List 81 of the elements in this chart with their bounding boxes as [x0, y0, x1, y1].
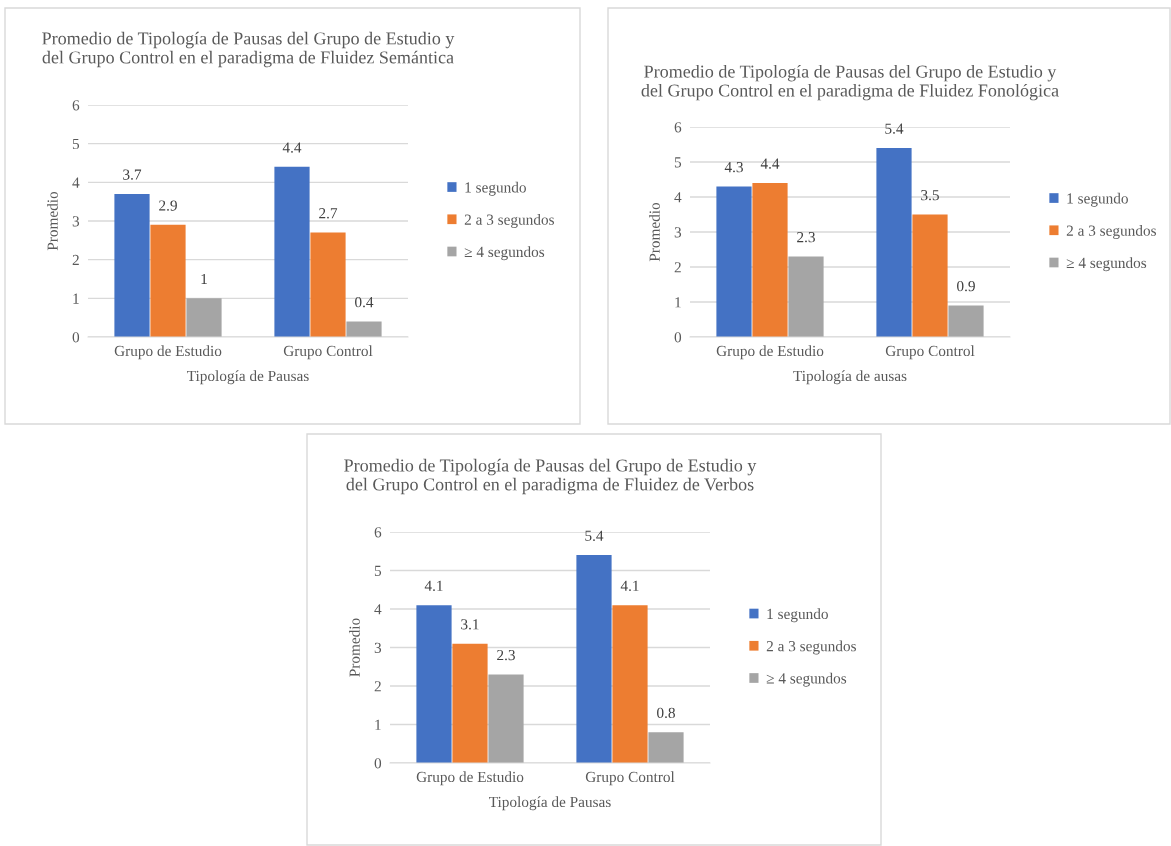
bar [274, 166, 310, 337]
y-tick-label: 4 [674, 192, 682, 203]
y-axis-title: Promedio [649, 202, 660, 262]
bar [576, 555, 612, 763]
x-tick-label: Grupo Control [885, 345, 975, 360]
y-tick-label: 0 [72, 332, 80, 343]
data-label: 0.8 [657, 707, 675, 719]
y-tick-label: 5 [374, 565, 382, 576]
bar [948, 305, 984, 337]
y-tick-label: 3 [374, 642, 382, 653]
bar [150, 224, 186, 337]
bar [788, 256, 824, 337]
bar [346, 321, 382, 337]
y-tick-label: 6 [674, 122, 682, 133]
bar [716, 186, 752, 337]
legend-label: 2 a 3 segundos [464, 214, 554, 228]
legend-label: 2 a 3 segundos [766, 640, 856, 655]
y-axis-title: Promedio [47, 191, 58, 251]
x-tick-label: Grupo Control [585, 771, 675, 786]
y-tick-label: 3 [72, 216, 80, 227]
y-tick-label: 0 [674, 332, 682, 343]
data-label: 4.3 [724, 162, 743, 173]
x-axis-title: Tipología de Pausas [187, 370, 309, 385]
data-label: 5.4 [885, 123, 904, 134]
y-tick-label: 2 [674, 262, 681, 273]
data-label: 2.3 [797, 232, 815, 243]
legend-label: ≥ 4 segundos [464, 246, 545, 261]
bar [186, 298, 222, 337]
bar [876, 148, 912, 337]
data-label: 4.1 [620, 580, 639, 591]
data-label: 2.3 [497, 649, 515, 661]
y-tick-label: 6 [374, 527, 382, 538]
x-tick-label: Grupo Control [283, 345, 373, 360]
data-label: 3.1 [461, 619, 479, 630]
data-label: 0.9 [957, 280, 975, 292]
bar [612, 605, 648, 763]
y-tick-label: 5 [72, 138, 80, 150]
bar [416, 605, 452, 763]
legend-label: 1 segundo [465, 181, 526, 196]
x-axis-title: Tipología de Pausas [489, 796, 611, 811]
x-tick-label: Grupo de Estudio [416, 771, 524, 786]
legend-label: ≥ 4 segundos [766, 672, 847, 687]
y-tick-label: 2 [374, 681, 381, 692]
data-label: 5.4 [585, 530, 604, 541]
data-label: 3.7 [123, 169, 142, 180]
legend-label: ≥ 4 segundos [1066, 257, 1147, 272]
y-tick-label: 1 [675, 297, 681, 308]
chart-title: Promedio de Tipología de Pausas del Grupo de Estudio y del Grupo Control en el paradigma de Fluidez Fonológica [641, 64, 1059, 101]
legend-label: 2 a 3 segundos [1066, 225, 1156, 239]
bar [488, 674, 524, 763]
y-tick-label: 1 [73, 293, 79, 304]
x-tick-label: Grupo de Estudio [716, 345, 824, 360]
y-tick-label: 3 [674, 227, 682, 238]
y-axis-title: Promedio [349, 618, 360, 677]
y-tick-label: 2 [72, 254, 79, 265]
legend-label: 1 segundo [767, 608, 828, 623]
data-label: 1 [201, 273, 207, 284]
y-tick-label: 5 [674, 157, 682, 168]
chart-title: Promedio de Tipología de Pausas del Grupo de Estudio y del Grupo Control en el paradigma de Fluidez Semántica [42, 31, 455, 68]
y-tick-label: 4 [374, 604, 382, 615]
legend-label: 1 segundo [1067, 192, 1128, 207]
y-tick-label: 6 [72, 100, 80, 111]
x-tick-label: Grupo de Estudio [114, 345, 222, 360]
data-label: 4.4 [760, 158, 780, 169]
y-tick-label: 0 [374, 758, 382, 769]
bar [752, 183, 788, 337]
bar [310, 232, 346, 337]
bar [452, 643, 488, 763]
data-label: 2.7 [319, 208, 338, 219]
data-label: 0.4 [355, 297, 374, 308]
data-label: 4.4 [282, 142, 302, 153]
data-label: 3.5 [921, 190, 939, 201]
bar [648, 732, 684, 763]
bar [114, 193, 150, 337]
chart-title: Promedio de Tipología de Pausas del Grupo de Estudio y del Grupo Control en el paradigma de Fluidez de Verbos [344, 458, 757, 495]
y-tick-label: 4 [72, 177, 80, 188]
data-label: 4.1 [424, 580, 443, 591]
y-tick-label: 1 [375, 719, 381, 730]
data-label: 2.9 [159, 200, 177, 211]
x-axis-title: Tipología de ausas [793, 370, 907, 385]
bar [912, 214, 948, 337]
